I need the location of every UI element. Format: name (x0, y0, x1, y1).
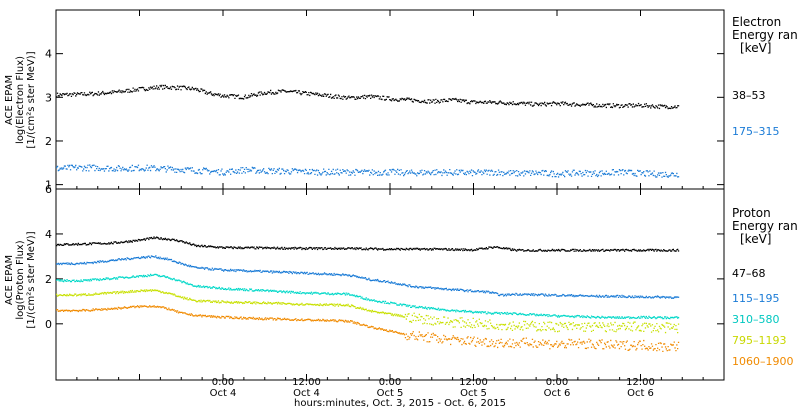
series-points (56, 305, 680, 352)
series-proton-2 (56, 273, 680, 320)
proton-legend-energy: Energy ran (732, 219, 798, 233)
x-tick-date-label: Oct 5 (377, 388, 404, 399)
y-tick-label: 4 (45, 48, 52, 61)
y-tick-label: 3 (45, 91, 52, 104)
proton-legend-title: Proton (732, 206, 771, 220)
proton-channel-1060-1900: 1060–1900 (732, 355, 794, 368)
proton-channel-115-195: 115–195 (732, 292, 780, 305)
proton-channel-47-68: 47–68 (732, 267, 766, 280)
proton-ylabel: ACE EPAM log(Proton Flux) [1/(cm²s ster … (4, 231, 37, 328)
data-points (56, 84, 680, 352)
x-tick-time-label: 12:00 (626, 377, 655, 388)
electron-ylabel: ACE EPAM log(Electron Flux) [1/(cm²s ste… (4, 51, 37, 148)
series-points (56, 236, 680, 252)
series-points (56, 273, 680, 320)
y-tick-label: 2 (45, 273, 52, 286)
proton-ylabel-line3: [1/(cm²s ster MeV)] (26, 231, 37, 328)
y-tick-label: 0 (45, 318, 52, 331)
y-tick-label: 4 (45, 228, 52, 241)
x-tick-date-label: Oct 4 (210, 388, 237, 399)
x-tick-time-label: 0:00 (212, 377, 234, 388)
axis-ticks (56, 10, 724, 380)
x-tick-time-label: 0:00 (379, 377, 401, 388)
series-points (56, 255, 680, 299)
series-electron-0 (56, 84, 680, 110)
x-tick-date-label: Oct 6 (544, 388, 571, 399)
x-tick-time-label: 12:00 (292, 377, 321, 388)
series-electron-1 (56, 164, 680, 178)
series-points (56, 164, 680, 178)
electron-channel-38-53: 38–53 (732, 89, 766, 102)
y-tick-label: 1 (45, 179, 52, 192)
proton-legend-unit: [keV] (740, 232, 771, 246)
series-proton-0 (56, 236, 680, 252)
x-tick-date-label: Oct 4 (293, 388, 320, 399)
electron-ylabel-line3: [1/(cm²s ster MeV)] (26, 51, 37, 148)
y-tick-label: 2 (45, 135, 52, 148)
series-proton-3 (56, 289, 680, 334)
y-tick-label: 6 (45, 183, 52, 196)
x-tick-date-label: Oct 5 (460, 388, 487, 399)
x-tick-time-label: 12:00 (459, 377, 488, 388)
electron-legend-title: Electron (732, 15, 781, 29)
x-tick-time-label: 0:00 (546, 377, 568, 388)
x-tick-date-label: Oct 6 (627, 388, 654, 399)
proton-ylabel-line1: ACE EPAM (4, 255, 15, 305)
electron-ylabel-line2: log(Electron Flux) (15, 56, 26, 144)
electron-legend-energy: Energy ran (732, 28, 798, 42)
proton-channel-310-580: 310–580 (732, 313, 780, 326)
series-points (56, 84, 680, 110)
electron-ylabel-line1: ACE EPAM (4, 75, 15, 125)
proton-ylabel-line2: log(Proton Flux) (15, 240, 26, 319)
electron-legend-unit: [keV] (740, 41, 771, 55)
series-points (56, 289, 680, 334)
series-proton-1 (56, 255, 680, 299)
x-axis-label: hours:minutes, Oct. 3, 2015 - Oct. 6, 20… (294, 398, 506, 409)
electron-channel-175-315: 175–315 (732, 125, 780, 138)
proton-channel-795-1193: 795–1193 (732, 334, 787, 347)
series-proton-4 (56, 305, 680, 352)
